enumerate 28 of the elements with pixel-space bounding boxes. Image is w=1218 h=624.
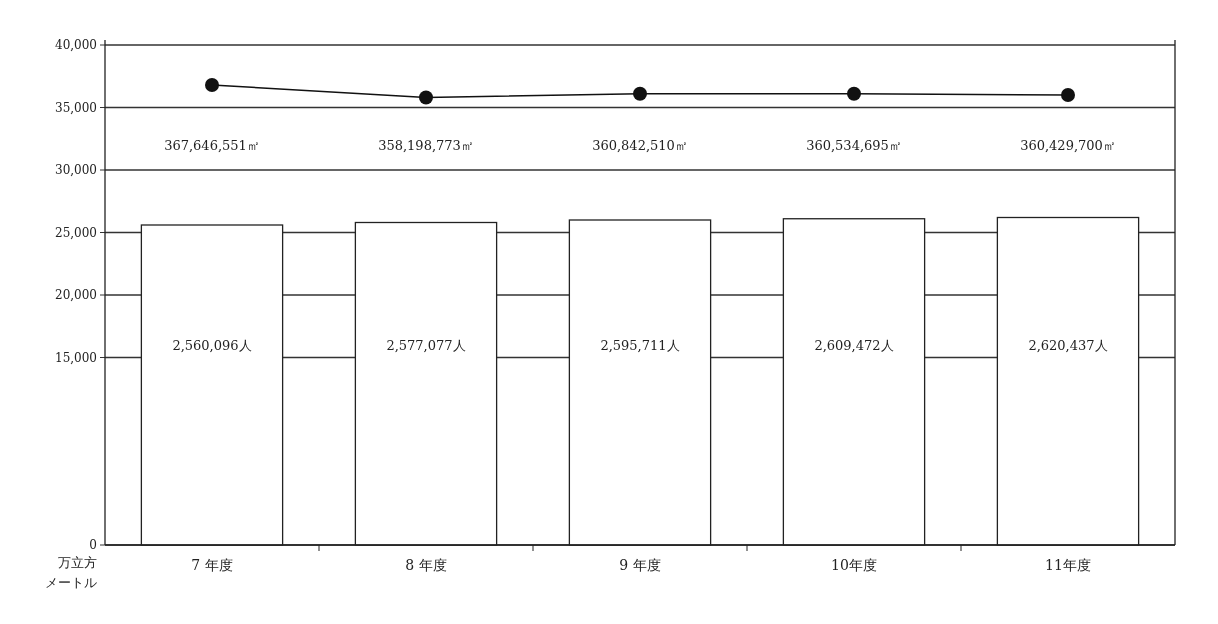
annotation: 360,842,510㎡ xyxy=(592,138,688,153)
y-axis-title: 万立方メートル xyxy=(45,555,97,590)
annotation: 2,560,096人 xyxy=(172,338,252,353)
y-tick-label: 35,000 xyxy=(55,100,97,115)
x-tick-label: 10年度 xyxy=(831,557,877,573)
annotation: 2,577,077人 xyxy=(386,338,466,353)
annotation: 358,198,773㎡ xyxy=(378,138,474,153)
point xyxy=(205,78,219,92)
y-tick-label: 20,000 xyxy=(55,288,97,302)
y-tick-label: 30,000 xyxy=(55,163,97,177)
y-tick-label: 0 xyxy=(89,538,97,552)
y-tick-label: 15,000 xyxy=(55,350,97,365)
y-tick-label: 25,000 xyxy=(55,225,97,240)
annotation: 367,646,551㎡ xyxy=(164,138,260,153)
point xyxy=(633,86,647,101)
point xyxy=(847,86,861,101)
point xyxy=(419,90,433,105)
annotation: 360,429,700㎡ xyxy=(1020,138,1116,153)
y-tick-label: 40,000 xyxy=(55,38,97,52)
x-tick-label: 9 年度 xyxy=(619,557,661,573)
annotation: 2,620,437人 xyxy=(1028,338,1108,353)
x-tick-label: 8 年度 xyxy=(405,557,447,573)
point xyxy=(1061,88,1075,102)
x-tick-label: 11年度 xyxy=(1045,557,1091,573)
x-tick-label: 7 年度 xyxy=(191,557,233,573)
annotation: 2,609,472人 xyxy=(814,338,894,353)
annotation: 360,534,695㎡ xyxy=(806,138,902,153)
annotation: 2,595,711人 xyxy=(600,338,680,353)
